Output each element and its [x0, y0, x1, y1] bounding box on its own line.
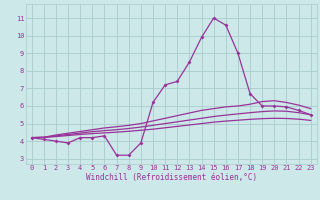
- X-axis label: Windchill (Refroidissement éolien,°C): Windchill (Refroidissement éolien,°C): [86, 173, 257, 182]
